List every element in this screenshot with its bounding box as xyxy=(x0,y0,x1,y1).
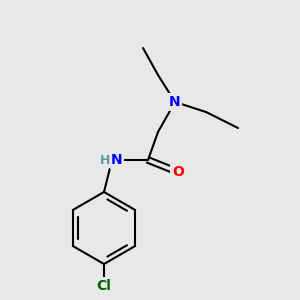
Text: O: O xyxy=(172,165,184,179)
Text: N: N xyxy=(169,95,181,109)
Text: H: H xyxy=(100,154,110,166)
Text: Cl: Cl xyxy=(97,279,111,293)
Text: N: N xyxy=(111,153,123,167)
